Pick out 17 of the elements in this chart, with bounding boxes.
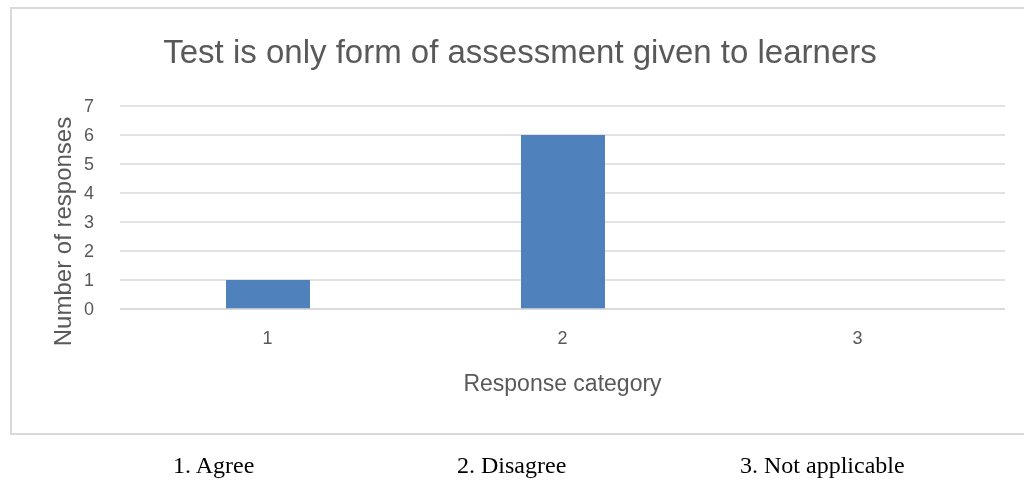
y-tick-label: 2: [83, 241, 94, 262]
x-tick-label: 1: [262, 327, 273, 348]
x-tick-label: 2: [557, 327, 568, 348]
y-tick-label: 1: [83, 270, 94, 291]
text: 2. Disagree: [457, 451, 567, 479]
x-tick-label: 3: [852, 327, 863, 348]
y-tick-label: 5: [83, 154, 94, 175]
y-tick-label: 7: [83, 96, 94, 117]
y-tick-label: 6: [83, 125, 94, 146]
y-axis-title: Number of responses: [48, 116, 76, 347]
text: 1. Agree: [173, 451, 255, 479]
y-tick-label: 4: [83, 183, 94, 204]
text: 3. Not applicable: [740, 451, 905, 479]
y-tick-label: 0: [83, 299, 94, 320]
y-tick-label: 3: [83, 212, 94, 233]
x-axis-title: Response category: [463, 370, 663, 396]
chart-title: Test is only form of assessment given to learners: [162, 33, 878, 71]
